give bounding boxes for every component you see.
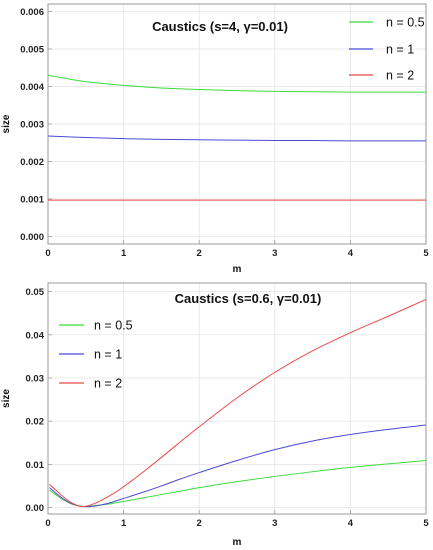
x-tick-label: 3 — [272, 518, 277, 529]
x-tick-label: 5 — [423, 248, 429, 259]
x-tick-label: 4 — [348, 518, 354, 529]
y-tick-label: 0.04 — [26, 330, 45, 341]
legend-label: n = 2 — [386, 69, 414, 83]
legend-label: n = 0.5 — [386, 16, 425, 30]
plot-frame — [47, 282, 427, 515]
legend: n = 0.5 n = 1 n = 2 — [349, 16, 425, 83]
chart-title: Caustics (s=4, γ=0.01) — [152, 19, 288, 34]
y-tick-label: 0.03 — [26, 373, 45, 384]
legend-label: n = 2 — [94, 377, 122, 391]
y-tick-label: 0.05 — [26, 287, 45, 298]
y-axis-label: size — [1, 114, 12, 133]
y-tick-label: 0.005 — [20, 45, 44, 56]
y-tick-label: 0.01 — [26, 460, 45, 471]
x-tick-label: 0 — [45, 248, 50, 259]
x-tick-label: 0 — [45, 518, 50, 529]
y-tick-label: 0.006 — [20, 7, 44, 18]
series-line-1 — [48, 74, 426, 93]
x-tick-label: 5 — [423, 518, 429, 529]
chart-title: Caustics (s=0.6, γ=0.01) — [175, 291, 322, 306]
series-line-2 — [48, 135, 426, 142]
y-tick-label: 0.004 — [20, 82, 44, 93]
chart-1: 0 1 2 3 4 5 0.000 0.001 0.002 0.003 0.004 0.005 0.00… — [1, 3, 429, 275]
y-tick-label: 0.000 — [20, 232, 44, 243]
legend: n = 0.5 n = 1 n = 2 — [59, 319, 133, 391]
x-tick-label: 1 — [121, 518, 127, 529]
series-line-3 — [49, 298, 426, 508]
y-tick-label: 0.00 — [26, 503, 45, 514]
series-line-1 — [49, 459, 426, 508]
x-axis-label: m — [233, 264, 242, 275]
series-line-2 — [49, 424, 426, 508]
x-tick-label: 2 — [197, 518, 202, 529]
legend-label: n = 1 — [94, 348, 122, 362]
y-tick-label: 0.02 — [26, 417, 45, 428]
y-axis-label: size — [1, 389, 12, 408]
legend-label: n = 1 — [386, 43, 414, 57]
x-tick-label: 4 — [348, 248, 354, 259]
x-tick-label: 3 — [272, 248, 277, 259]
y-tick-label: 0.002 — [20, 157, 44, 168]
legend-label: n = 0.5 — [94, 319, 133, 333]
x-tick-label: 1 — [121, 248, 127, 259]
y-tick-label: 0.003 — [20, 120, 44, 131]
y-tick-label: 0.001 — [20, 195, 44, 206]
x-tick-label: 2 — [197, 248, 202, 259]
chart-2: 0 1 2 3 4 5 0.00 0.01 0.02 0.03 0.04 0.05 m size Caust… — [1, 282, 429, 548]
x-axis-label: m — [233, 537, 242, 548]
